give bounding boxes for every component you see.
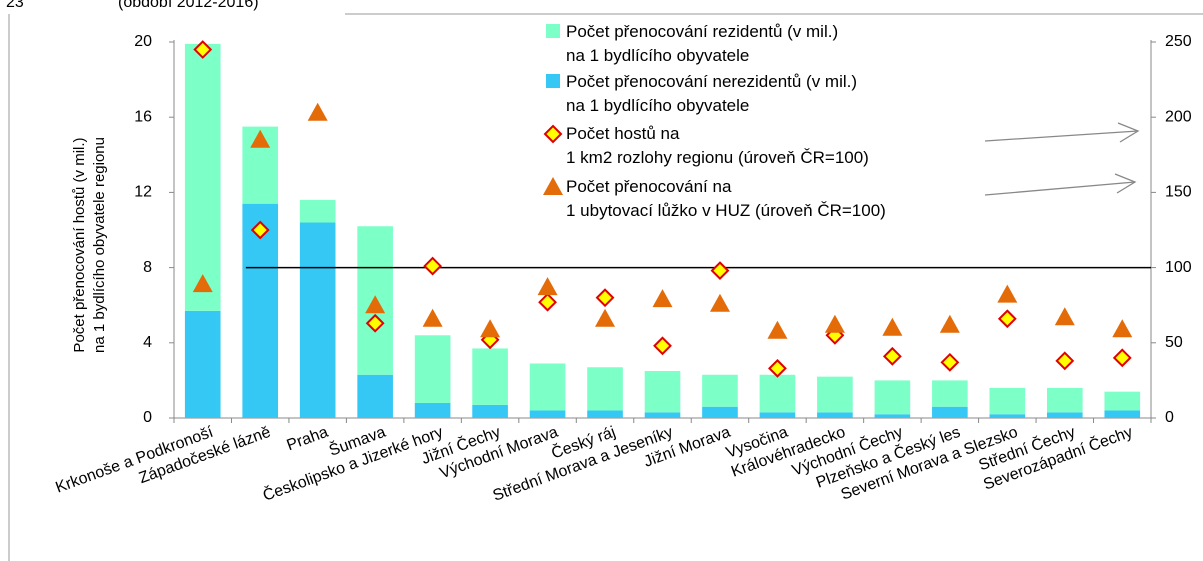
bar: [184, 310, 221, 418]
bar: [414, 402, 451, 418]
y-tick-label: 16: [134, 108, 152, 125]
y2-tick-label: 200: [1165, 108, 1192, 125]
triangle-marker: [882, 317, 903, 336]
y-tick-label: 4: [143, 334, 152, 351]
bar: [874, 380, 911, 415]
triangle-marker: [365, 295, 386, 314]
y2-tick-label: 250: [1165, 33, 1192, 50]
diamond-marker: [1112, 348, 1132, 368]
diamond-marker: [1055, 351, 1075, 371]
bar: [587, 410, 623, 418]
y-axis-label: Počet přenocování hostů (v mil.) na 1 by…: [71, 137, 108, 353]
diamond-marker: [653, 336, 672, 356]
bar: [472, 404, 508, 418]
x-tick-label: Praha: [285, 424, 331, 455]
bar: [357, 374, 393, 418]
diamond-marker: [882, 346, 902, 366]
triangle-marker: [537, 277, 558, 296]
bar: [184, 43, 221, 311]
figure-number: 23: [6, 0, 24, 11]
triangle-marker: [709, 293, 730, 312]
bar: [759, 374, 796, 413]
legend-label: Počet přenocování nerezidentů (v mil.) n…: [566, 72, 858, 115]
y-tick-label: 0: [143, 409, 152, 426]
y2-tick-label: 50: [1165, 334, 1183, 351]
bar: [1046, 387, 1083, 413]
diamond-marker: [365, 313, 385, 333]
bar: [299, 222, 336, 418]
bar: [644, 412, 681, 418]
bar: [529, 363, 566, 411]
diamond-marker: [595, 288, 615, 308]
legend-label: Počet hostů na 1 km2 rozlohy regionu (úr…: [566, 124, 869, 167]
legend-swatch: [546, 74, 560, 88]
triangle-marker: [652, 289, 673, 308]
triangle-marker: [422, 308, 443, 327]
y2-tick-label: 150: [1165, 184, 1192, 201]
bar: [529, 410, 566, 418]
bar: [472, 348, 508, 405]
diamond-marker: [940, 352, 960, 372]
triangle-marker: [595, 308, 616, 327]
bar: [759, 412, 796, 418]
triangle-marker: [192, 274, 213, 293]
diamond-marker: [250, 220, 270, 240]
bar: [414, 335, 451, 403]
diamond-marker: [543, 124, 563, 144]
bar: [932, 406, 968, 418]
diamond-marker: [193, 40, 213, 59]
bar: [989, 387, 1026, 415]
y2-tick-label: 0: [1165, 409, 1174, 426]
diamond-marker: [423, 256, 443, 276]
y-tick-label: 12: [134, 184, 152, 201]
diamond-marker: [768, 358, 787, 378]
bar: [702, 374, 738, 407]
legend-label: Počet přenocování rezidentů (v mil.) na …: [566, 22, 839, 65]
bar: [817, 412, 853, 418]
triangle-marker: [1054, 307, 1075, 326]
bar: [1046, 412, 1083, 418]
arrows: [984, 122, 1140, 196]
diamond-marker: [538, 292, 557, 312]
triangle-marker: [543, 177, 563, 195]
triangle-marker: [250, 129, 271, 148]
triangle-marker: [307, 102, 328, 121]
bar: [932, 380, 968, 407]
diamond-marker: [710, 261, 730, 281]
bar: [702, 406, 738, 418]
triangle-marker: [997, 284, 1018, 303]
legend-label: Počet přenocování na 1 ubytovací lůžko v…: [566, 177, 886, 220]
bar: [644, 371, 681, 413]
triangle-marker: [939, 314, 960, 333]
triangle-marker: [480, 319, 501, 338]
bar: [299, 199, 336, 223]
bar: [817, 376, 853, 413]
bar: [587, 367, 623, 411]
y-tick-label: 8: [143, 259, 152, 276]
subtitle: (období 2012-2016): [118, 0, 259, 11]
bar: [1104, 391, 1141, 411]
y2-tick-label: 100: [1165, 259, 1192, 276]
diamond-marker: [997, 309, 1017, 329]
bar: [1104, 410, 1141, 418]
y-tick-label: 20: [134, 33, 152, 50]
bar: [874, 414, 911, 418]
triangle-marker: [767, 320, 788, 339]
bar: [989, 414, 1026, 418]
triangle-marker: [824, 314, 845, 333]
triangle-marker: [1112, 319, 1133, 338]
legend-swatch: [546, 24, 560, 38]
